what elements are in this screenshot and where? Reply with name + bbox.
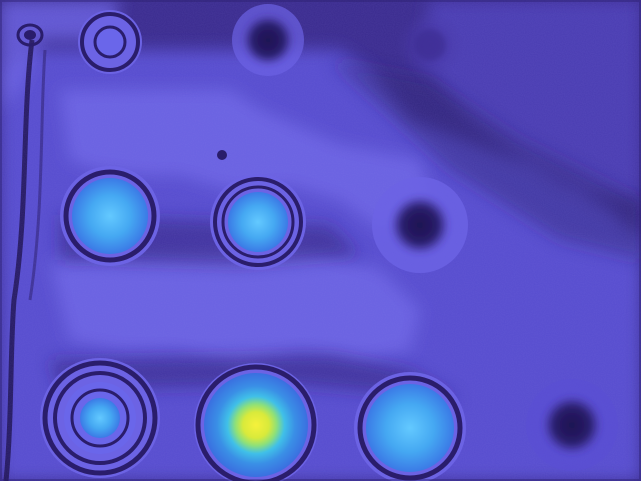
spot-mid-right-dark bbox=[372, 177, 468, 273]
spot-bottom-far-right-dark bbox=[526, 379, 618, 471]
spot-bottom-center-hot bbox=[194, 363, 318, 481]
spot-mid-left-bright bbox=[60, 166, 160, 266]
spot-bottom-left-rings bbox=[40, 358, 160, 478]
spot-top-center-dark bbox=[232, 4, 304, 76]
spot-top-left-ring bbox=[78, 10, 142, 74]
spot-bottom-right-cyan bbox=[354, 372, 466, 481]
spot-mid-center-bright bbox=[210, 174, 306, 270]
small-dot bbox=[217, 150, 227, 160]
spot-top-right-faint bbox=[396, 11, 464, 79]
spot-corner-mark bbox=[16, 23, 44, 47]
